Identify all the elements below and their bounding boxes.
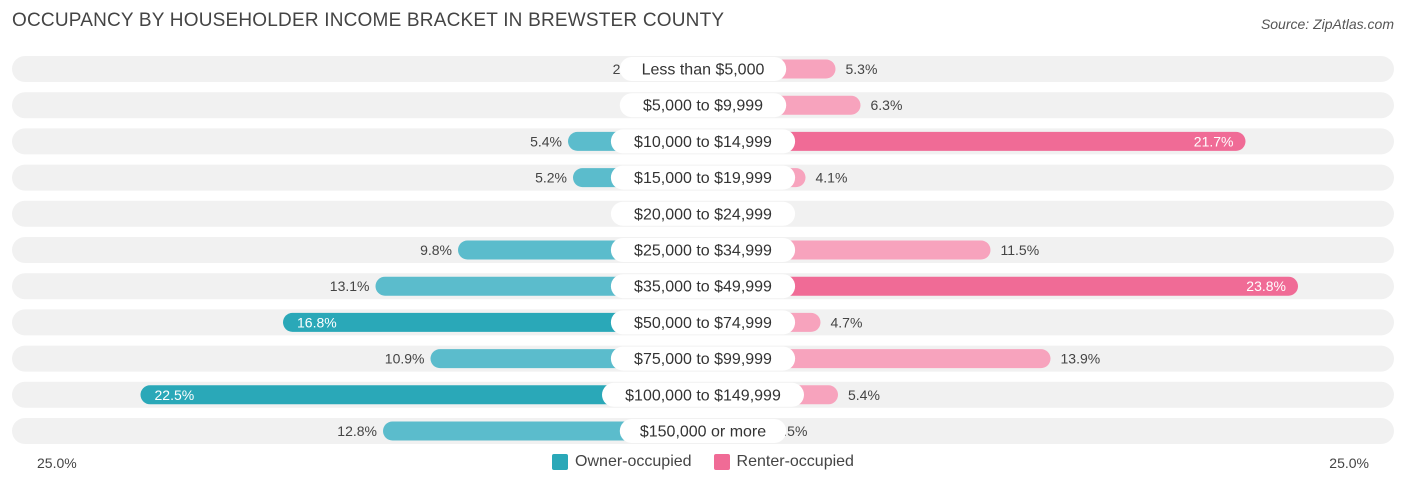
legend: Owner-occupied Renter-occupied: [0, 453, 1406, 471]
owner-value-label: 12.8%: [337, 423, 377, 439]
axis-left-label: 25.0%: [37, 455, 77, 471]
legend-swatch-owner: [552, 454, 569, 470]
category-label: $15,000 to $19,999: [634, 170, 772, 187]
category-label: $35,000 to $49,999: [634, 279, 772, 296]
source-label: Source: ZipAtlas.com: [1260, 16, 1394, 32]
category-label: $150,000 or more: [640, 424, 766, 441]
category-pill: [610, 310, 796, 335]
owner-bar: [140, 385, 722, 405]
renter-value-label: 4.1%: [816, 170, 848, 186]
owner-value-label: 9.8%: [420, 242, 452, 258]
legend-item-renter[interactable]: Renter-occupied: [713, 453, 854, 471]
renter-value-label: 13.9%: [1061, 351, 1101, 367]
renter-value-label: 23.8%: [1246, 278, 1286, 294]
owner-value-label: 5.4%: [530, 133, 562, 149]
legend-label-renter: Renter-occupied: [736, 453, 854, 470]
chart-title: OCCUPANCY BY HOUSEHOLDER INCOME BRACKET …: [12, 10, 725, 31]
category-pill: [610, 346, 796, 371]
category-pill: [619, 419, 787, 443]
owner-value-label: 13.1%: [330, 278, 370, 294]
renter-bar: [684, 131, 1246, 151]
legend-label-owner: Owner-occupied: [575, 453, 692, 470]
renter-bar: [684, 276, 1298, 296]
category-label: $10,000 to $14,999: [634, 134, 772, 151]
owner-value-label: 22.5%: [155, 387, 195, 403]
diverging-bar-chart: 2.1%5.3%Less than $5,0000.34%6.3%$5,000 …: [12, 56, 1394, 444]
category-pill: [619, 57, 787, 81]
category-pill: [610, 165, 796, 190]
category-pill: [619, 93, 787, 118]
category-label: $20,000 to $24,999: [634, 206, 772, 223]
renter-value-label: 6.3%: [871, 97, 903, 113]
category-label: $100,000 to $149,999: [625, 387, 781, 404]
renter-value-label: 5.3%: [846, 61, 878, 77]
category-label: $25,000 to $34,999: [634, 243, 772, 260]
renter-value-label: 11.5%: [1001, 242, 1040, 258]
renter-value-label: 21.7%: [1194, 133, 1234, 149]
category-pill: [602, 382, 804, 407]
category-pill: [610, 201, 796, 226]
owner-value-label: 16.8%: [297, 314, 337, 330]
category-label: $50,000 to $74,999: [634, 315, 772, 332]
owner-value-label: 10.9%: [385, 351, 425, 367]
category-pill: [610, 238, 796, 262]
axis-right-label: 25.0%: [1329, 455, 1369, 471]
legend-item-owner[interactable]: Owner-occupied: [552, 453, 692, 471]
category-label: Less than $5,000: [642, 62, 765, 79]
legend-swatch-renter: [713, 454, 730, 470]
owner-value-label: 5.2%: [535, 170, 567, 186]
category-pill: [610, 129, 796, 154]
category-label: $5,000 to $9,999: [643, 98, 763, 115]
renter-value-label: 4.7%: [831, 314, 863, 330]
category-pill: [610, 274, 796, 299]
renter-value-label: 5.4%: [848, 387, 880, 403]
category-label: $75,000 to $99,999: [634, 351, 772, 368]
